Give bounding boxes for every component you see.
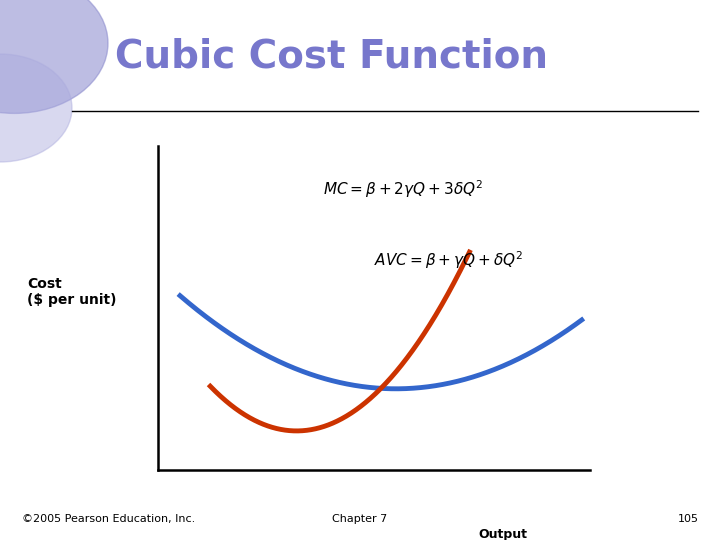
Text: Chapter 7: Chapter 7 bbox=[333, 514, 387, 524]
Text: Cost
($ per unit): Cost ($ per unit) bbox=[27, 276, 117, 307]
Circle shape bbox=[0, 0, 108, 113]
Circle shape bbox=[0, 54, 72, 162]
Text: 105: 105 bbox=[678, 514, 698, 524]
Text: Cubic Cost Function: Cubic Cost Function bbox=[115, 38, 548, 76]
Text: ©2005 Pearson Education, Inc.: ©2005 Pearson Education, Inc. bbox=[22, 514, 195, 524]
Text: $MC = \beta + 2\gamma Q + 3\delta Q^2$: $MC = \beta + 2\gamma Q + 3\delta Q^2$ bbox=[323, 178, 483, 200]
Text: $AVC = \beta + \gamma Q + \delta Q^2$: $AVC = \beta + \gamma Q + \delta Q^2$ bbox=[374, 249, 524, 271]
Text: Output
(per time period): Output (per time period) bbox=[479, 528, 599, 540]
